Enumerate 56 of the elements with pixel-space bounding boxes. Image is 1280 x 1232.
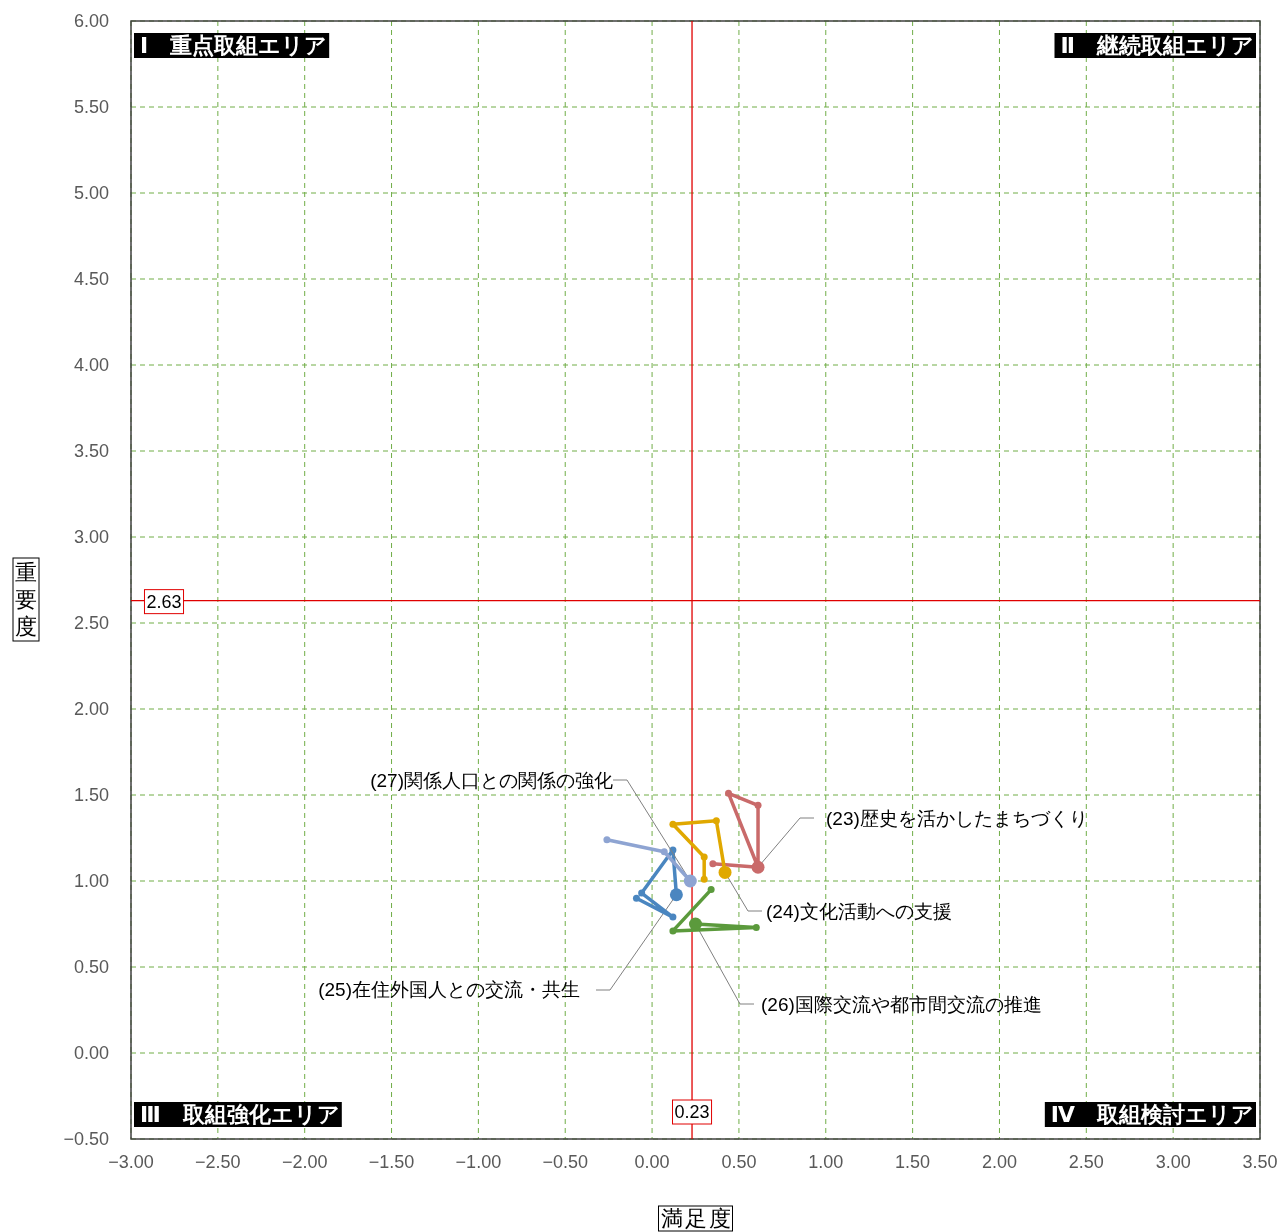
- point: [707, 886, 715, 894]
- y-tick-label: 1.00: [73, 871, 109, 891]
- point: [660, 848, 668, 856]
- annotation: Ⅱ 継続取組エリア: [1060, 33, 1254, 58]
- point: [754, 801, 762, 809]
- annotation: Ⅰ 重点取組エリア: [140, 33, 328, 58]
- ref-line-label: 2.63: [146, 591, 182, 612]
- x-tick-label: −3.00: [108, 1152, 154, 1172]
- y-tick-label: 2.00: [73, 699, 109, 719]
- point: [700, 875, 708, 883]
- annotation: Ⅳ 取組検討エリア: [1050, 1102, 1254, 1127]
- point: [669, 927, 677, 935]
- x-tick-label: −0.50: [542, 1152, 588, 1172]
- x-tick-label: 2.50: [1068, 1152, 1104, 1172]
- point: [638, 889, 646, 897]
- x-tick-label: 0.50: [721, 1152, 757, 1172]
- y-tick-label: 6.00: [73, 11, 109, 31]
- x-tick-label: 1.00: [808, 1152, 844, 1172]
- y-tick-label: 3.00: [73, 527, 109, 547]
- y-tick-label: 5.00: [73, 183, 109, 203]
- x-tick-label: 2.00: [981, 1152, 1017, 1172]
- ref-line-label: 0.23: [674, 1102, 710, 1122]
- point: [709, 860, 717, 868]
- point: [603, 836, 611, 844]
- x-tick-label: −2.00: [281, 1152, 328, 1172]
- point: [669, 820, 677, 828]
- point: [725, 789, 732, 797]
- x-tick-label: 1.50: [895, 1152, 931, 1172]
- x-tick-label: 3.00: [1155, 1152, 1191, 1172]
- y-tick-label: 2.50: [73, 613, 109, 633]
- y-tick-label: 0.00: [73, 1043, 109, 1063]
- x-tick-label: −1.50: [368, 1152, 415, 1172]
- text: (24)文化活動への支援: [766, 901, 952, 922]
- point: [752, 923, 760, 931]
- text: (27)関係人口との関係の強化: [370, 770, 613, 791]
- x-tick-label: −2.50: [195, 1152, 241, 1172]
- text: (25)在住外国人との交流・共生: [318, 979, 580, 1000]
- y-tick-label: 4.00: [73, 355, 109, 375]
- x-tick-label: −1.00: [455, 1152, 502, 1172]
- y-tick-label: 0.50: [73, 957, 109, 977]
- x-tick-label: 0.00: [634, 1152, 670, 1172]
- point: [700, 853, 708, 861]
- y-tick-label: 1.50: [73, 785, 109, 805]
- annotation: Ⅲ 取組強化エリア: [140, 1102, 340, 1127]
- point: [632, 894, 640, 902]
- ylabel: 重要度: [12, 557, 40, 642]
- point: [712, 817, 720, 825]
- x-tick-label: 3.50: [1242, 1152, 1278, 1172]
- point: [669, 913, 677, 921]
- text: (26)国際交流や都市間交流の推進: [761, 994, 1042, 1015]
- y-tick-label: 3.50: [73, 441, 109, 461]
- y-tick-label: 4.50: [73, 269, 109, 289]
- y-tick-label: −0.50: [63, 1129, 109, 1149]
- x-axis-title: 満足度: [660, 1206, 733, 1231]
- y-tick-label: 5.50: [73, 97, 109, 117]
- text: (23)歴史を活かしたまちづくり: [826, 808, 1088, 829]
